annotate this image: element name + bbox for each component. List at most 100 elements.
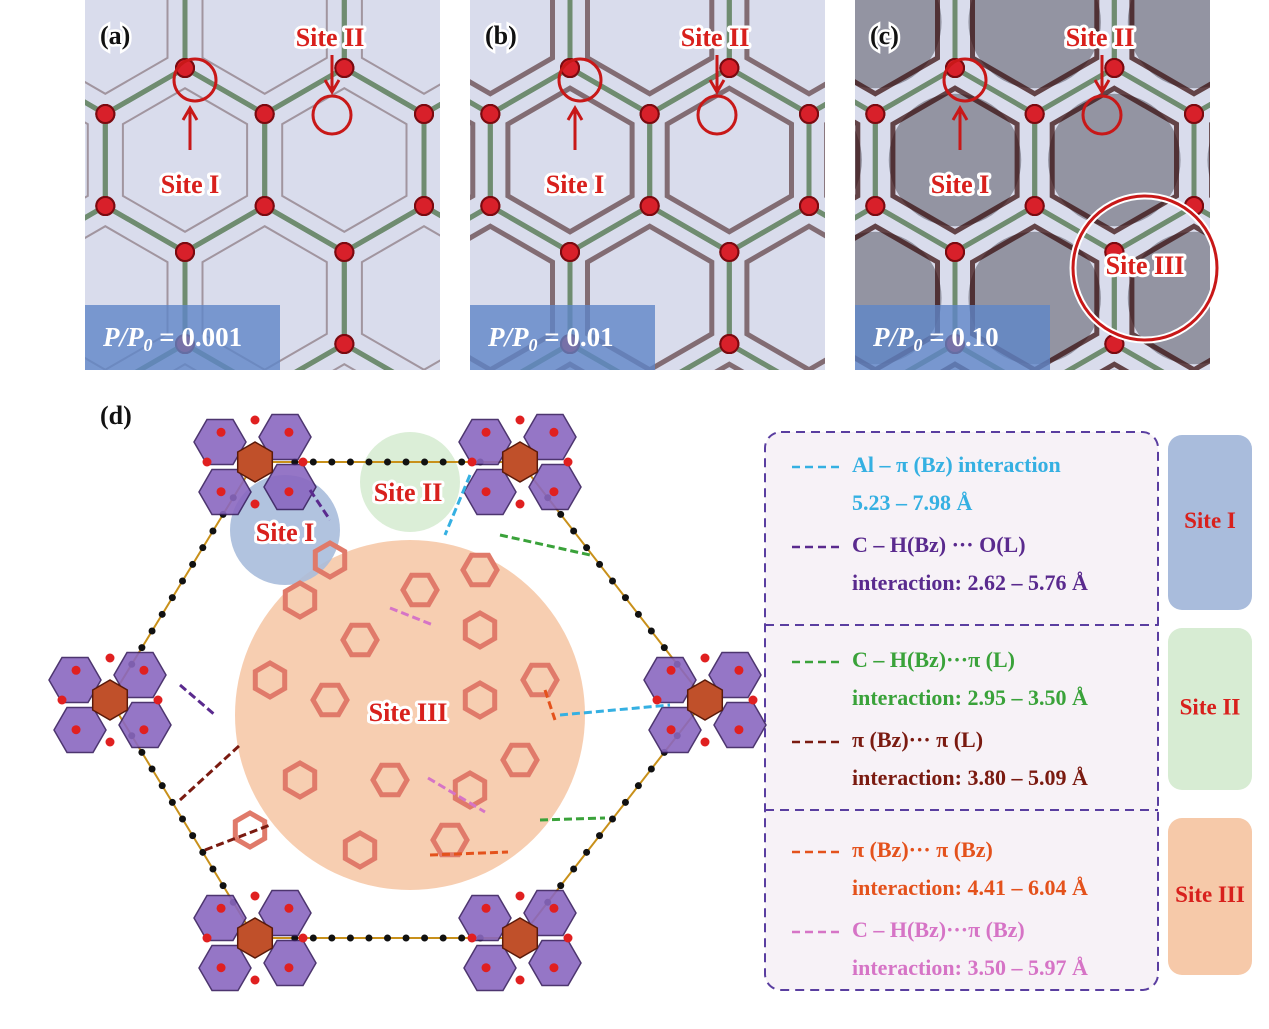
- benzene: [232, 810, 268, 850]
- metal-node: [800, 381, 818, 399]
- linker-atom: [421, 458, 429, 466]
- aloh-octahedron: [458, 418, 512, 466]
- metal-node: [561, 611, 579, 629]
- oxygen-atom: [153, 695, 163, 705]
- site-marker: [1081, 94, 1123, 136]
- metal-node: [560, 242, 580, 262]
- oxygen-atom: [284, 487, 294, 497]
- oxygen-atom: [467, 933, 477, 943]
- linker-atom: [179, 577, 186, 585]
- site-label: Site III: [369, 698, 448, 727]
- pore-density-ring: [585, 0, 715, 97]
- panel-content: [470, 0, 1216, 629]
- linker-atom: [557, 510, 565, 518]
- pore-density: [1127, 231, 1210, 365]
- metal-node: [414, 104, 435, 124]
- metal-node: [17, 243, 35, 261]
- metal-node: [1026, 381, 1044, 399]
- metal-node: [574, 381, 592, 399]
- metal-node: [334, 242, 355, 262]
- legend-detail: interaction: 2.62 – 5.76 Å: [852, 570, 1088, 595]
- metal-node: [17, 611, 35, 629]
- legend-label: π (Bz)··· π (L): [852, 727, 983, 752]
- pore-density: [968, 0, 1101, 89]
- aloh-octahedron: [458, 894, 512, 942]
- metal-node: [481, 381, 499, 399]
- linker-atom: [346, 458, 354, 466]
- aloh-octahedron: [258, 889, 312, 937]
- interaction-line: [499, 533, 591, 557]
- pore-density-ring: [0, 364, 88, 508]
- linker-atom: [660, 644, 668, 652]
- oxygen-atom: [250, 891, 260, 901]
- metal-node: [654, 519, 672, 537]
- pore-density-ring: [1129, 0, 1210, 97]
- metal-node: [720, 519, 738, 537]
- site-label: Site II: [1066, 23, 1135, 52]
- pore-density-ring: [201, 0, 328, 95]
- metal-node: [1265, 519, 1269, 537]
- linker-atom: [309, 458, 317, 466]
- metal-node: [654, 519, 672, 537]
- metal-node: [1104, 58, 1125, 78]
- pore-density-ring: [121, 87, 249, 233]
- legend-label: π (Bz)··· π (Bz): [852, 837, 993, 862]
- metal-node: [1265, 335, 1269, 353]
- legend-box: [764, 431, 1159, 991]
- metal-node: [641, 381, 659, 399]
- panel-content: [0, 0, 672, 629]
- benzene: [252, 660, 288, 700]
- metal-node: [1026, 381, 1044, 399]
- pressure-box: [470, 305, 655, 370]
- linker-atom: [138, 644, 146, 652]
- metal-node: [176, 519, 194, 537]
- pore-density-ring: [1209, 122, 1210, 198]
- metal-node: [574, 381, 592, 399]
- cluster-core: [501, 917, 539, 959]
- linker-atom: [209, 865, 217, 873]
- oxygen-atom: [563, 457, 573, 467]
- linker-atom: [148, 627, 156, 635]
- linker-atom: [634, 782, 642, 790]
- linker-atom: [458, 458, 466, 466]
- linker-atom: [439, 458, 447, 466]
- pore-density-ring: [1049, 85, 1179, 235]
- aloh-octahedron: [708, 651, 762, 699]
- metal-node: [719, 242, 740, 262]
- oxygen-atom: [666, 665, 676, 675]
- metal-node: [96, 381, 114, 399]
- linker-atom: [179, 815, 186, 823]
- metal-node: [799, 104, 820, 124]
- linker-atom: [199, 848, 207, 856]
- linker-atom: [634, 610, 642, 618]
- linker-atom: [158, 782, 166, 790]
- oxygen-atom: [250, 975, 260, 985]
- metal-node: [1119, 381, 1137, 399]
- metal-node: [17, 59, 35, 77]
- metal-node: [414, 196, 435, 216]
- site-marker: [696, 94, 738, 136]
- metal-node: [1104, 242, 1125, 262]
- panel-label: (b): [485, 21, 517, 50]
- site-marker: [172, 57, 218, 103]
- pressure-symbol: P/P: [872, 322, 914, 352]
- metal-node: [415, 381, 433, 399]
- oxygen-atom: [481, 487, 491, 497]
- linker-atom: [570, 527, 578, 535]
- oxygen-atom: [105, 737, 115, 747]
- metal-node: [415, 381, 433, 399]
- pore-density: [1207, 141, 1210, 179]
- density-panel: P/P0 = 0.10 (c) Site I Site II Site III: [855, 0, 1269, 537]
- panel-label: (d): [100, 401, 132, 430]
- oxygen-atom: [515, 415, 525, 425]
- linker-atom: [199, 544, 207, 552]
- site-marker: [1071, 194, 1219, 342]
- linker-atom: [557, 882, 565, 890]
- metal-node: [959, 381, 977, 399]
- site-label: Site II: [296, 23, 365, 52]
- metal-node: [654, 611, 672, 629]
- metal-node: [1198, 611, 1216, 629]
- oxygen-atom: [57, 695, 67, 705]
- benzene: [310, 682, 350, 718]
- legend-detail: interaction: 2.95 – 3.50 Å: [852, 685, 1088, 710]
